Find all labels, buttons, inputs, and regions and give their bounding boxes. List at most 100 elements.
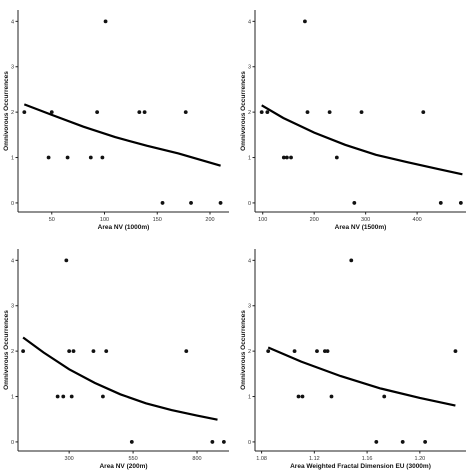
- y-tick-label: 2: [11, 110, 14, 116]
- y-axis-title: Omnivorous Occurrences: [240, 310, 247, 390]
- data-point: [91, 349, 96, 354]
- x-tick-label: 200: [310, 217, 319, 223]
- data-point: [218, 201, 223, 205]
- data-point: [296, 394, 301, 399]
- data-point: [322, 349, 327, 354]
- data-point: [334, 155, 339, 160]
- x-tick-label: 800: [192, 456, 201, 462]
- y-tick-label: 4: [248, 258, 251, 264]
- data-point: [55, 394, 60, 399]
- chart-panel-3: 0 1 2 3 4 300 550 800 Area NV (200m) Omnivorous O…: [3, 249, 229, 470]
- y-tick-label: 4: [11, 258, 14, 264]
- data-point: [382, 394, 387, 399]
- y-tick-label: 4: [11, 19, 14, 25]
- data-point: [423, 440, 428, 444]
- x-tick-label: 400: [413, 217, 422, 223]
- y-tick-label: 2: [248, 110, 251, 116]
- data-point: [305, 110, 310, 115]
- x-tick-label: 100: [258, 217, 267, 223]
- data-point: [46, 155, 51, 160]
- x-tick-label: 50: [49, 217, 55, 223]
- data-point: [160, 201, 165, 205]
- x-tick-label: 150: [153, 217, 162, 223]
- fit-curve: [267, 346, 456, 407]
- data-point: [65, 155, 70, 160]
- x-axis-title: Area NV (200m): [99, 463, 147, 470]
- data-point: [400, 440, 405, 444]
- y-tick-label: 2: [11, 349, 14, 355]
- y-axis-title: Omnivorous Occurrences: [3, 310, 10, 390]
- data-point: [458, 201, 463, 205]
- data-point: [22, 110, 27, 115]
- fit-curve: [23, 103, 221, 167]
- data-point: [183, 110, 188, 115]
- data-point: [303, 19, 307, 24]
- y-tick-label: 3: [248, 304, 251, 310]
- data-point: [285, 155, 289, 160]
- data-point: [129, 440, 134, 444]
- y-tick-label: 2: [248, 349, 251, 355]
- data-point: [421, 110, 426, 115]
- x-tick-label: 200: [205, 217, 214, 223]
- data-point: [101, 394, 105, 399]
- y-tick-label: 0: [11, 201, 14, 207]
- x-axis-title: Area NV (1500m): [335, 224, 387, 231]
- x-axis-title: Area NV (1000m): [98, 224, 150, 231]
- y-tick-label: 4: [248, 19, 251, 25]
- data-point: [315, 349, 319, 354]
- chart-panel-2: 0 1 2 3 4 100 200 300 400 Area NV (1500m) Omnivoro…: [240, 10, 466, 231]
- data-point: [259, 110, 264, 115]
- data-point: [325, 349, 330, 354]
- data-point: [453, 349, 458, 354]
- y-tick-label: 1: [11, 395, 14, 401]
- data-point: [69, 394, 74, 399]
- y-tick-label: 0: [248, 440, 251, 446]
- y-tick-label: 0: [248, 201, 251, 207]
- data-point: [95, 110, 100, 115]
- x-tick-label: 1.20: [414, 456, 425, 462]
- x-tick-label: 100: [100, 217, 109, 223]
- data-point: [292, 349, 297, 354]
- data-point: [189, 201, 193, 205]
- data-point: [221, 440, 226, 444]
- y-axis-title: Omnivorous Occurrences: [240, 71, 247, 151]
- y-tick-label: 3: [11, 65, 14, 71]
- y-axis-title: Omnivorous Occurrences: [3, 71, 10, 151]
- data-point: [327, 110, 332, 115]
- fit-curve: [261, 104, 463, 176]
- data-point: [210, 440, 215, 444]
- data-point: [67, 349, 72, 354]
- data-point: [281, 155, 286, 160]
- x-tick-label: 300: [65, 456, 74, 462]
- x-tick-label: 550: [128, 456, 137, 462]
- data-point: [61, 394, 66, 399]
- data-point: [352, 201, 357, 205]
- data-point: [374, 440, 379, 444]
- fit-curve: [22, 336, 218, 421]
- data-point: [71, 349, 76, 354]
- data-point: [266, 349, 271, 354]
- data-point: [265, 110, 270, 115]
- x-tick-label: 1.12: [309, 456, 320, 462]
- x-tick-label: 300: [361, 217, 370, 223]
- data-point: [49, 110, 54, 115]
- data-point: [104, 349, 109, 354]
- data-point: [142, 110, 147, 115]
- data-point: [289, 155, 293, 160]
- data-point: [21, 349, 26, 354]
- y-tick-label: 1: [248, 395, 251, 401]
- data-point: [100, 155, 105, 160]
- data-point: [88, 155, 93, 160]
- data-point: [184, 349, 189, 354]
- x-tick-label: 1.08: [256, 456, 267, 462]
- y-tick-label: 3: [248, 65, 251, 71]
- y-tick-label: 1: [248, 156, 251, 162]
- y-tick-label: 3: [11, 304, 14, 310]
- data-point: [103, 19, 108, 24]
- y-tick-label: 1: [11, 156, 14, 162]
- y-tick-label: 0: [11, 440, 14, 446]
- x-axis-title: Area Weighted Fractal Dimension EU (3000…: [290, 463, 431, 470]
- data-point: [64, 258, 69, 263]
